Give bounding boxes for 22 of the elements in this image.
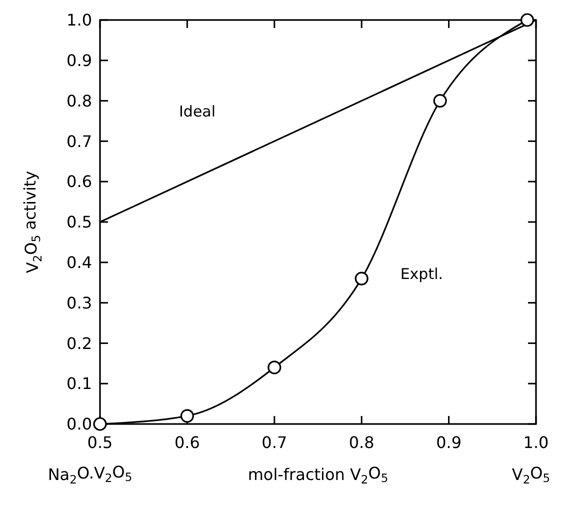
y-tick-label: 0.4 [66, 253, 92, 272]
y-tick-label: 0.5 [66, 212, 92, 232]
y-tick-label: 1.0 [66, 10, 92, 30]
y-tick-label: 0.3 [66, 293, 92, 312]
x-axis-title: mol-fraction V$_{2}$O$_{5}$ [248, 464, 388, 486]
x-tick-label: 0.8 [348, 433, 374, 452]
y-tick-label: 0.7 [66, 132, 92, 151]
series-label: Exptl. [400, 264, 444, 283]
text: Na$_{2}$O.V$_{2}$O$_{5}$ [48, 462, 132, 486]
x-tick-label: 0.7 [262, 433, 288, 452]
text: V$_{2}$O$_{5}$ [512, 464, 550, 486]
x-tick-label: 0.9 [436, 433, 462, 452]
x-tick-label: 0.6 [174, 433, 200, 452]
x-tick-label: 1.0 [523, 433, 549, 452]
y-tick-label: 0.0 [66, 414, 92, 434]
y-tick-label: 0.2 [66, 334, 92, 353]
text: Ideal [179, 102, 216, 120]
y-tick-label: 0.6 [66, 172, 92, 192]
y-tick-label: 0.1 [66, 374, 92, 394]
y-tick-label: 0.9 [66, 51, 92, 70]
x-tick-label: 0.5 [87, 433, 113, 452]
y-tick-label: 0.8 [66, 91, 92, 110]
